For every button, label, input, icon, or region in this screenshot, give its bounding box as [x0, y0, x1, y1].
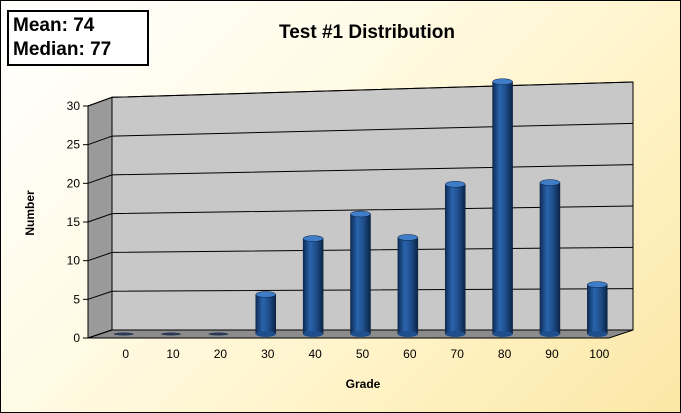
x-axis-title: Grade [346, 377, 381, 391]
x-tick-label: 30 [261, 347, 275, 361]
bar-body [350, 213, 371, 335]
bar-top [255, 291, 277, 298]
gridline [87, 122, 634, 146]
mean-label: Mean: [13, 15, 68, 36]
x-tick-label: 10 [166, 347, 180, 361]
bar [492, 78, 513, 337]
bar-empty [208, 332, 229, 336]
mean-value: 74 [73, 15, 95, 36]
median-line: Median: 77 [13, 38, 147, 62]
bar-base [492, 331, 513, 337]
bar-body [492, 81, 513, 335]
x-tick-label: 70 [451, 347, 465, 361]
bar-body [587, 284, 608, 335]
y-tick-label: 30 [67, 99, 81, 113]
bar-top [587, 281, 608, 288]
bar-top [397, 234, 419, 241]
median-value: 77 [90, 39, 112, 60]
x-tick-label: 50 [356, 347, 370, 361]
median-label: Median: [13, 39, 85, 60]
bar [208, 332, 229, 336]
bar-base [350, 331, 371, 337]
bar-body [444, 184, 466, 335]
bar-base [587, 331, 608, 337]
y-axis-ticks: 0 5 10 15 20 25 30 [67, 99, 89, 345]
x-tick-label: 40 [308, 347, 322, 361]
bar-body [302, 238, 324, 335]
y-tick-label: 15 [67, 215, 81, 229]
y-tick-label: 20 [67, 176, 81, 190]
y-tick-label: 10 [67, 254, 81, 268]
bar [444, 181, 466, 337]
bar-empty [161, 332, 182, 336]
y-tick-label: 5 [73, 292, 80, 306]
bar-base [303, 331, 324, 337]
gridline [87, 164, 634, 184]
bar-base [397, 331, 418, 337]
bar [350, 210, 371, 337]
bar-empty [113, 332, 134, 336]
bar [255, 291, 277, 337]
x-tick-label: 0 [122, 347, 129, 361]
y-tick-label: 25 [67, 138, 81, 152]
x-tick-label: 60 [403, 347, 417, 361]
y-tick-label: 0 [73, 331, 80, 345]
bar-top [350, 210, 371, 218]
bar-base [539, 331, 560, 337]
bars [113, 78, 608, 337]
bar-base [445, 331, 466, 337]
x-tick-label: 20 [214, 347, 228, 361]
bar-top [539, 179, 561, 186]
bar-top [302, 235, 324, 242]
bar [113, 332, 134, 336]
bar [397, 234, 419, 337]
chart-title: Test #1 Distribution [279, 22, 455, 43]
y-axis-title: Number [23, 190, 37, 236]
bar [587, 281, 608, 337]
bar-body [397, 237, 419, 335]
gridline [87, 81, 634, 107]
x-axis-ticks: 0 10 20 30 40 50 60 70 80 90 100 [122, 347, 609, 361]
mean-line: Mean: 74 [13, 14, 147, 38]
bar-body [539, 182, 561, 335]
stats-box: Mean: 74 Median: 77 [7, 10, 149, 66]
bar-top [492, 78, 513, 85]
bar [539, 179, 561, 337]
bar-body [255, 294, 277, 335]
x-tick-label: 90 [545, 347, 559, 361]
bar-base [255, 331, 276, 337]
x-tick-label: 80 [498, 347, 512, 361]
bar [302, 235, 324, 337]
x-tick-label: 100 [589, 347, 609, 361]
bar-top [444, 181, 466, 188]
bar [161, 332, 182, 336]
